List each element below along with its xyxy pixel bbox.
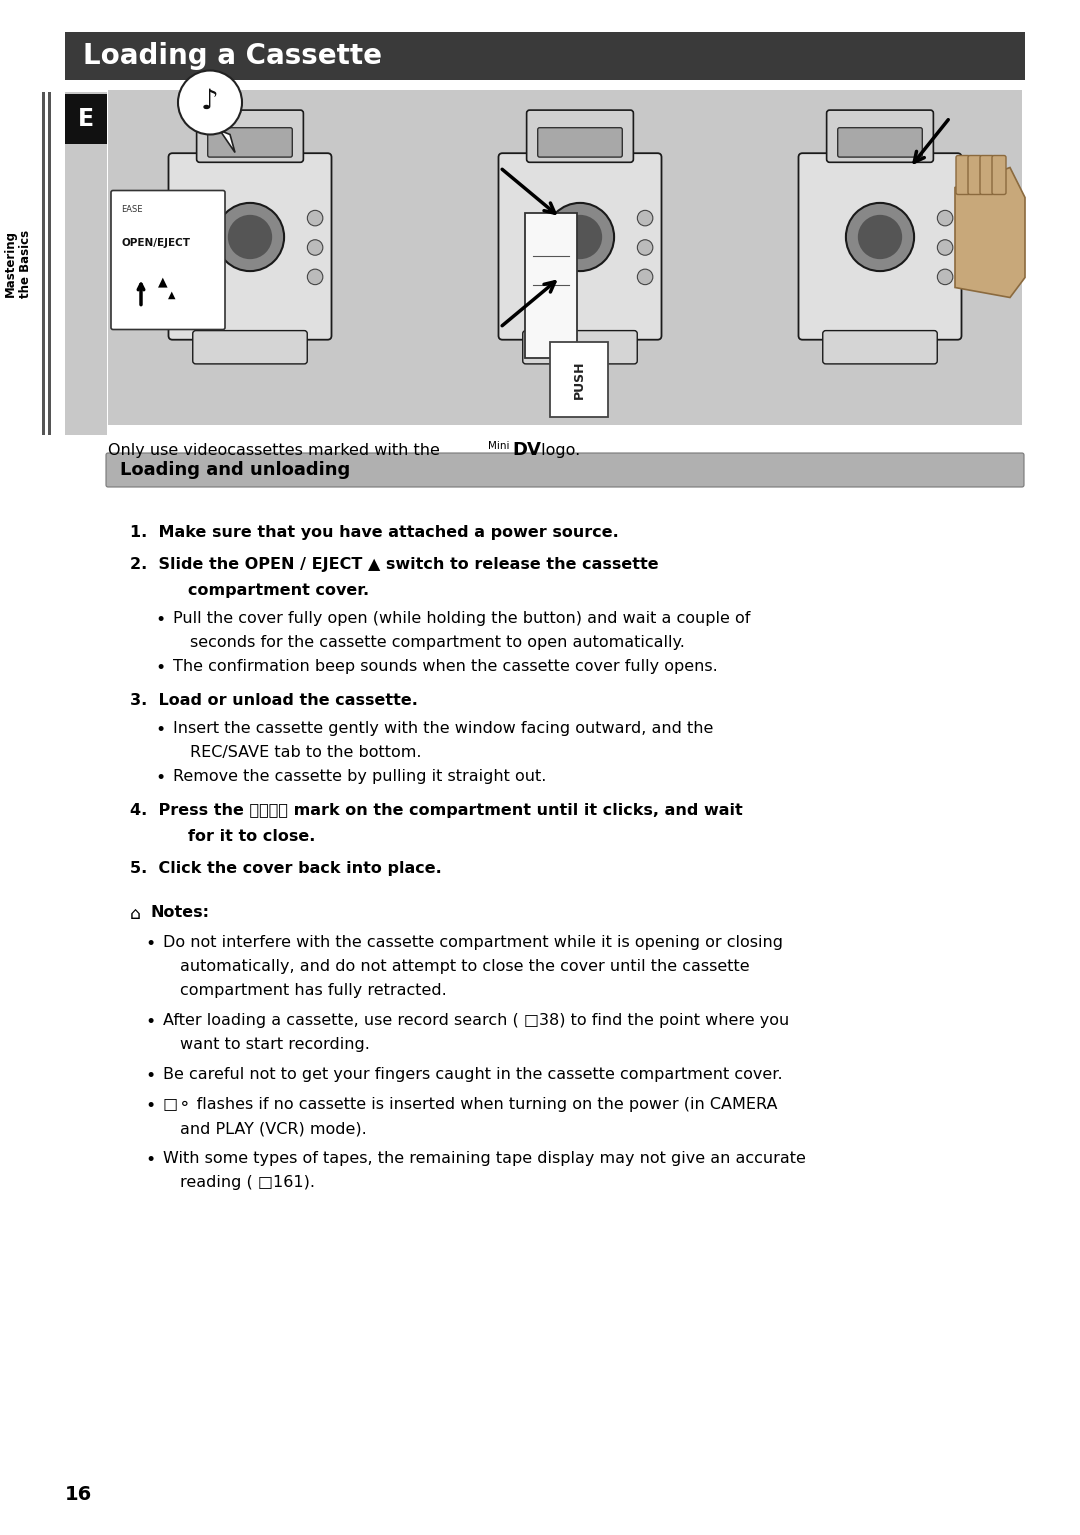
Text: Loading a Cassette: Loading a Cassette [83, 41, 382, 71]
Text: OPEN/EJECT: OPEN/EJECT [121, 238, 190, 247]
Text: 16: 16 [65, 1486, 92, 1504]
Text: 1.  Make sure that you have attached a power source.: 1. Make sure that you have attached a po… [130, 525, 619, 540]
Bar [65, 94, 107, 144]
Circle shape [308, 239, 323, 255]
Text: want to start recording.: want to start recording. [180, 1038, 369, 1051]
Text: automatically, and do not attempt to close the cover until the cassette: automatically, and do not attempt to clo… [180, 959, 750, 975]
Circle shape [858, 215, 902, 259]
Text: •: • [145, 1151, 156, 1170]
Text: 4.  Press the ⓅⓄⓈⓁ mark on the compartment until it clicks, and wait: 4. Press the ⓅⓄⓈⓁ mark on the compartmen… [130, 803, 743, 818]
Text: Insert the cassette gently with the window facing outward, and the: Insert the cassette gently with the wind… [173, 721, 714, 735]
Circle shape [178, 71, 242, 135]
Text: ▲: ▲ [158, 275, 167, 289]
FancyBboxPatch shape [111, 190, 225, 330]
Text: Loading and unloading: Loading and unloading [120, 460, 350, 479]
FancyBboxPatch shape [197, 111, 303, 163]
Bar [65, 92, 107, 434]
FancyBboxPatch shape [523, 330, 637, 364]
FancyBboxPatch shape [106, 453, 1024, 487]
Text: •: • [156, 659, 165, 677]
FancyBboxPatch shape [538, 127, 622, 157]
Text: •: • [145, 935, 156, 953]
FancyBboxPatch shape [968, 155, 982, 195]
Text: •: • [145, 1098, 156, 1114]
Text: •: • [145, 1013, 156, 1032]
Bar [42, 92, 45, 434]
Circle shape [937, 239, 953, 255]
Circle shape [216, 203, 284, 272]
Text: ▲: ▲ [168, 290, 175, 299]
Circle shape [308, 269, 323, 284]
Text: seconds for the cassette compartment to open automatically.: seconds for the cassette compartment to … [190, 635, 685, 649]
FancyBboxPatch shape [499, 154, 661, 339]
FancyBboxPatch shape [838, 127, 922, 157]
FancyBboxPatch shape [168, 154, 332, 339]
Text: reading ( □161).: reading ( □161). [180, 1174, 315, 1190]
Text: •: • [156, 769, 165, 787]
Text: compartment cover.: compartment cover. [188, 583, 369, 599]
Text: Only use videocassettes marked with the: Only use videocassettes marked with the [108, 442, 440, 457]
Text: With some types of tapes, the remaining tape display may not give an accurate: With some types of tapes, the remaining … [163, 1151, 806, 1167]
FancyBboxPatch shape [192, 330, 307, 364]
Text: •: • [145, 1067, 156, 1085]
Circle shape [308, 210, 323, 226]
Text: Remove the cassette by pulling it straight out.: Remove the cassette by pulling it straig… [173, 769, 546, 784]
Text: ♪: ♪ [201, 86, 219, 115]
Text: Be careful not to get your fingers caught in the cassette compartment cover.: Be careful not to get your fingers caugh… [163, 1067, 783, 1082]
Circle shape [846, 203, 914, 272]
Text: •: • [156, 611, 165, 629]
FancyBboxPatch shape [993, 155, 1005, 195]
Text: EASE: EASE [121, 204, 143, 213]
Text: •: • [156, 721, 165, 738]
Bar [65, 32, 1025, 80]
FancyBboxPatch shape [798, 154, 961, 339]
Text: DV: DV [512, 441, 541, 459]
Circle shape [545, 203, 615, 272]
Circle shape [228, 215, 272, 259]
Bar [48, 92, 51, 434]
Circle shape [637, 239, 652, 255]
Text: Mini: Mini [488, 441, 510, 451]
Text: Do not interfere with the cassette compartment while it is opening or closing: Do not interfere with the cassette compa… [163, 935, 783, 950]
Bar [550, 342, 608, 418]
Text: After loading a cassette, use record search ( □38) to find the point where you: After loading a cassette, use record sea… [163, 1013, 789, 1028]
Polygon shape [955, 167, 1025, 298]
Text: compartment has fully retracted.: compartment has fully retracted. [180, 982, 447, 998]
Text: REC/SAVE tab to the bottom.: REC/SAVE tab to the bottom. [190, 744, 421, 760]
FancyBboxPatch shape [980, 155, 994, 195]
Text: Mastering
the Basics: Mastering the Basics [4, 229, 32, 298]
FancyBboxPatch shape [823, 330, 937, 364]
Text: The confirmation beep sounds when the cassette cover fully opens.: The confirmation beep sounds when the ca… [173, 659, 718, 674]
Text: ⌂: ⌂ [130, 906, 141, 923]
Text: Pull the cover fully open (while holding the button) and wait a couple of: Pull the cover fully open (while holding… [173, 611, 751, 626]
Circle shape [937, 269, 953, 284]
Text: 3.  Load or unload the cassette.: 3. Load or unload the cassette. [130, 692, 418, 708]
Text: and PLAY (VCR) mode).: and PLAY (VCR) mode). [180, 1121, 367, 1136]
Circle shape [937, 210, 953, 226]
Bar [525, 212, 577, 358]
Text: E: E [78, 107, 94, 130]
Text: logo.: logo. [536, 442, 580, 457]
Text: PUSH: PUSH [572, 361, 585, 399]
FancyBboxPatch shape [826, 111, 933, 163]
Text: 2.  Slide the OPEN / EJECT ▲ switch to release the cassette: 2. Slide the OPEN / EJECT ▲ switch to re… [130, 557, 659, 573]
FancyBboxPatch shape [956, 155, 970, 195]
Circle shape [637, 210, 652, 226]
Circle shape [637, 269, 652, 284]
Polygon shape [220, 130, 235, 152]
Text: 5.  Click the cover back into place.: 5. Click the cover back into place. [130, 861, 442, 876]
Bar [108, 91, 1022, 425]
Text: for it to close.: for it to close. [188, 829, 315, 844]
Circle shape [558, 215, 603, 259]
Text: □⚬ flashes if no cassette is inserted when turning on the power (in CAMERA: □⚬ flashes if no cassette is inserted wh… [163, 1098, 778, 1111]
FancyBboxPatch shape [527, 111, 633, 163]
Text: Notes:: Notes: [150, 906, 210, 919]
FancyBboxPatch shape [207, 127, 293, 157]
